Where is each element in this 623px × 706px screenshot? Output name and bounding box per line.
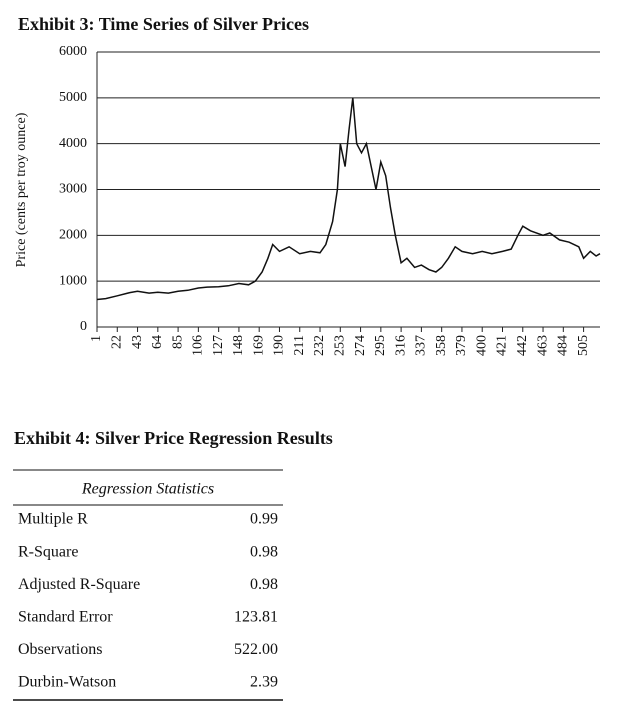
x-tick-label: 22 [109,335,124,349]
x-tick-label: 463 [535,335,550,356]
y-tick-label: 6000 [59,44,87,59]
x-tick-label: 106 [191,335,206,356]
x-tick-label: 169 [251,335,266,356]
x-tick-label: 148 [231,335,246,356]
x-tick-label: 1 [89,335,104,342]
x-tick-label: 127 [211,335,226,356]
row-value: 522.00 [234,641,278,658]
x-tick-label: 358 [434,335,449,356]
row-value: 0.98 [250,576,278,593]
y-tick-label: 3000 [59,182,87,197]
row-value: 0.98 [250,543,278,560]
row-label: Standard Error [18,608,113,625]
y-tick-label: 5000 [59,90,87,105]
y-tick-label: 4000 [59,136,87,151]
row-value: 2.39 [250,674,278,691]
x-tick-label: 295 [373,335,388,356]
x-tick-label: 337 [414,335,429,356]
row-label: Multiple R [18,511,88,528]
x-tick-label: 274 [353,335,368,356]
y-tick-label: 0 [80,319,87,334]
x-tick-label: 85 [170,335,185,349]
row-value: 0.99 [250,511,278,528]
x-tick-label: 232 [312,335,327,356]
row-label: Adjusted R-Square [18,576,140,593]
x-tick-label: 43 [130,335,145,349]
x-tick-label: 316 [393,335,408,356]
x-tick-label: 442 [515,335,530,356]
y-tick-label: 2000 [59,228,87,243]
x-tick-label: 190 [272,335,287,356]
x-tick-label: 484 [556,335,571,356]
price-line [96,97,601,301]
table-title: Exhibit 4: Silver Price Regression Resul… [14,428,333,448]
row-label: R-Square [18,543,78,560]
x-tick-label: 253 [333,335,348,356]
row-label: Observations [18,641,102,658]
y-tick-label: 1000 [59,273,87,288]
chart-title: Exhibit 3: Time Series of Silver Prices [18,14,309,34]
row-value: 123.81 [234,608,278,625]
x-tick-label: 400 [474,335,489,356]
x-tick-label: 421 [495,335,510,356]
row-label: Durbin-Watson [18,674,116,691]
y-axis-label: Price (cents per troy ounce) [14,112,29,267]
x-tick-label: 211 [292,335,307,355]
x-tick-label: 64 [150,335,165,349]
table-header: Regression Statistics [81,481,214,498]
x-tick-label: 505 [576,335,591,356]
x-tick-label: 379 [454,335,469,356]
